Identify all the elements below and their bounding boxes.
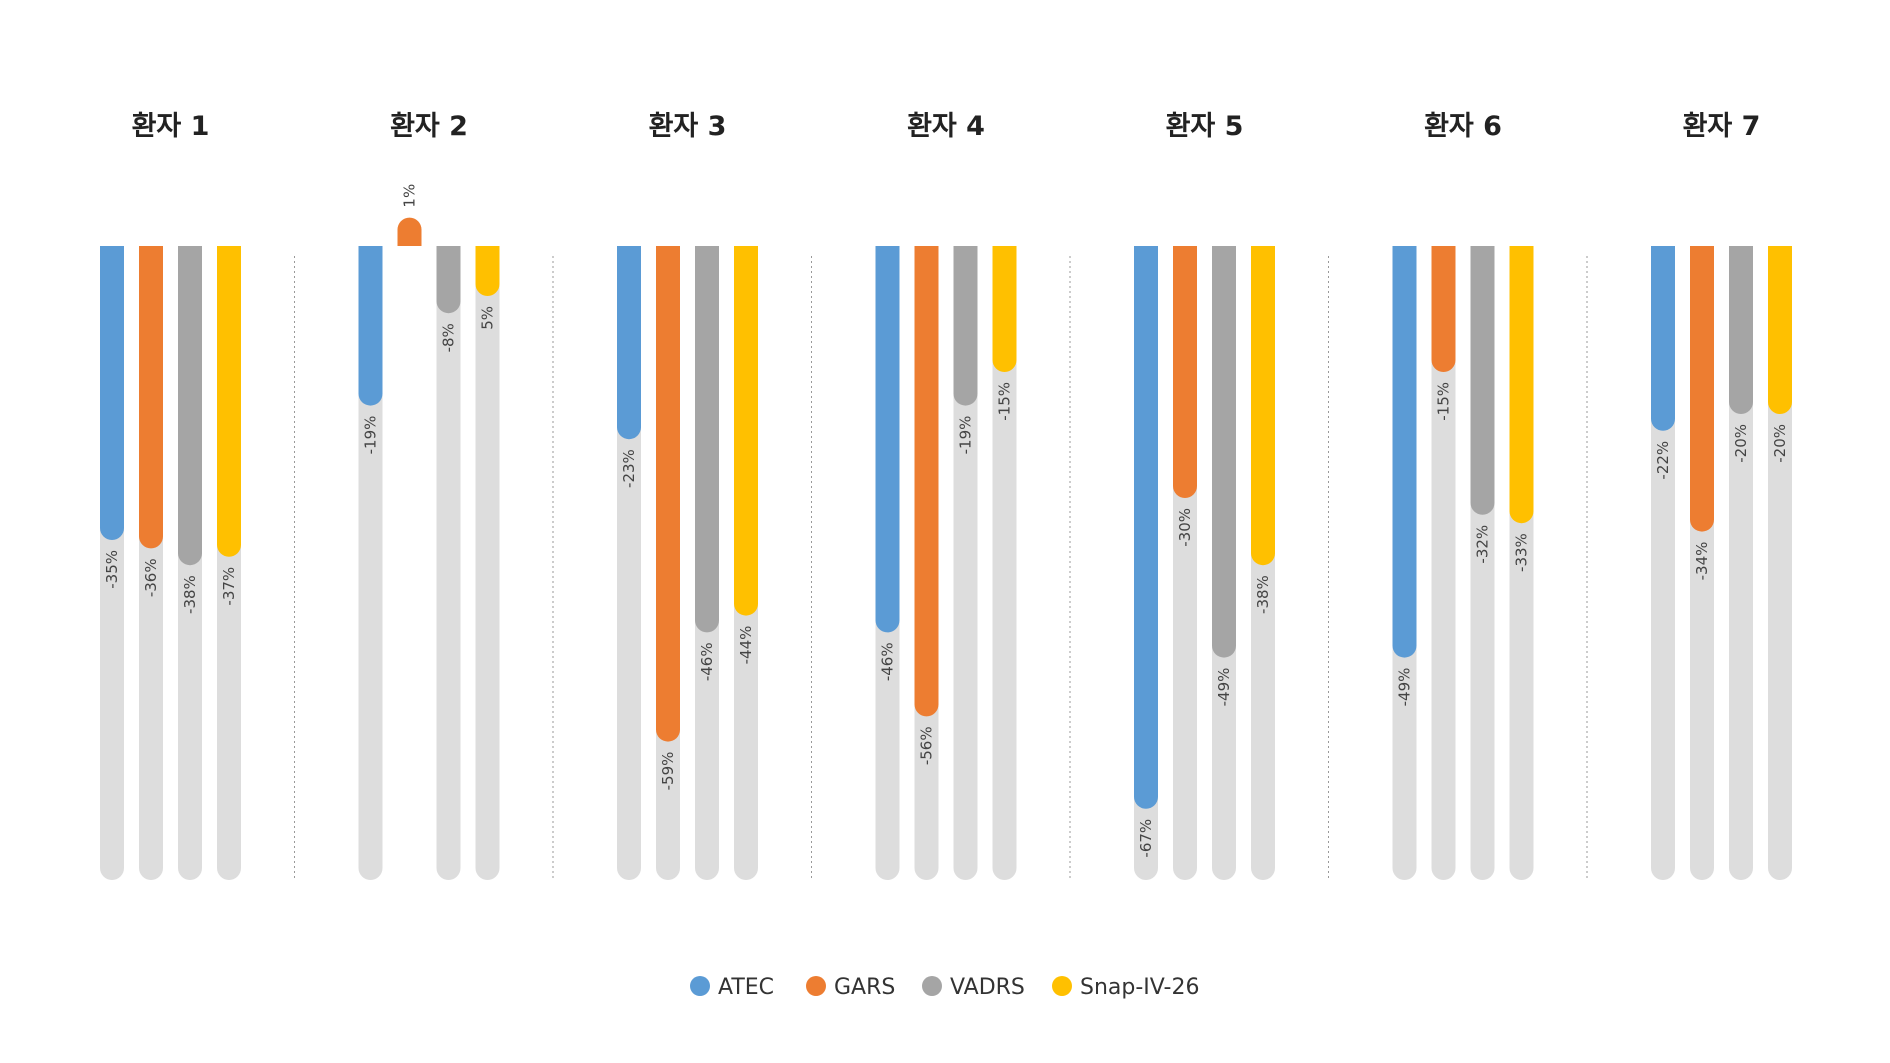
bar-track xyxy=(992,246,1017,880)
data-label: 1% xyxy=(401,184,419,208)
data-label: -49% xyxy=(1215,668,1233,707)
group-2: 환자 2 -19% 1% -8% 5% xyxy=(294,111,500,880)
group-4: 환자 4 -46% -56% -19% -15% xyxy=(811,111,1017,880)
data-label: -19% xyxy=(957,416,975,455)
bar-track xyxy=(436,246,461,880)
data-label: -46% xyxy=(698,642,716,681)
data-label: -35% xyxy=(103,550,121,589)
data-label: -19% xyxy=(362,416,380,455)
legend-label: GARS xyxy=(834,975,895,1000)
bar-vadrs xyxy=(178,246,202,566)
group-title: 환자 4 xyxy=(907,111,985,142)
group-1: 환자 1 -35% -36% -38% -37% xyxy=(100,111,241,880)
data-label: -67% xyxy=(1137,819,1155,858)
data-label: -56% xyxy=(918,726,936,765)
bar-vadrs xyxy=(953,246,978,406)
legend: ATEC GARS VADRS Snap-IV-26 xyxy=(690,975,1199,1000)
group-title: 환자 6 xyxy=(1424,111,1502,142)
bar-snap-iv-26 xyxy=(1251,246,1275,566)
bar-track xyxy=(953,246,978,880)
bar-snap-iv-26 xyxy=(992,246,1017,372)
bar-gars xyxy=(914,246,939,717)
bar-snap-iv-26 xyxy=(1768,246,1792,414)
bar-vadrs xyxy=(1729,246,1753,414)
bar-atec xyxy=(1651,246,1675,431)
bar-vadrs xyxy=(1212,246,1236,658)
data-label: -23% xyxy=(620,449,638,488)
data-label: -8% xyxy=(440,323,458,352)
group-title: 환자 3 xyxy=(649,111,727,142)
data-label: -49% xyxy=(1396,668,1414,707)
bar-gars xyxy=(139,246,163,549)
data-label: -22% xyxy=(1654,441,1672,480)
bar-atec xyxy=(358,246,383,406)
bar-gars xyxy=(397,217,422,246)
group-title: 환자 7 xyxy=(1683,111,1761,142)
group-title: 환자 2 xyxy=(390,111,468,142)
group-5: 환자 5 -67% -30% -49% -38% xyxy=(1069,111,1275,880)
data-label: -59% xyxy=(659,752,677,791)
bar-gars xyxy=(656,246,680,742)
bar-atec xyxy=(100,246,124,540)
legend-label: Snap-IV-26 xyxy=(1080,975,1199,1000)
data-label: -33% xyxy=(1513,533,1531,572)
bar-snap-iv-26 xyxy=(1509,246,1534,524)
data-label: -44% xyxy=(737,626,755,665)
data-label: -37% xyxy=(220,567,238,606)
bar-track xyxy=(358,246,383,880)
bar-atec xyxy=(1392,246,1417,658)
legend-label: ATEC xyxy=(718,975,774,1000)
legend-marker-vadrs xyxy=(922,976,942,996)
data-label: -32% xyxy=(1474,525,1492,564)
group-title: 환자 5 xyxy=(1166,111,1244,142)
bar-gars xyxy=(1690,246,1714,532)
data-label: -20% xyxy=(1771,424,1789,463)
bar-snap-iv-26 xyxy=(734,246,758,616)
data-label: -38% xyxy=(181,575,199,614)
data-label: -34% xyxy=(1693,542,1711,581)
data-label: 5% xyxy=(479,306,497,330)
data-label: -38% xyxy=(1254,575,1272,614)
legend-label: VADRS xyxy=(950,975,1025,1000)
bar-vadrs xyxy=(1470,246,1495,515)
bar-snap-iv-26 xyxy=(475,246,500,296)
legend-marker-atec xyxy=(690,976,710,996)
bar-atec xyxy=(1134,246,1158,809)
bar-atec xyxy=(875,246,900,633)
bar-atec xyxy=(617,246,641,440)
bar-gars xyxy=(1173,246,1197,498)
group-7: 환자 7 -22% -34% -20% -20% xyxy=(1586,111,1792,880)
bar-vadrs xyxy=(695,246,719,633)
data-label: -20% xyxy=(1732,424,1750,463)
data-label: -36% xyxy=(142,558,160,597)
bar-vadrs xyxy=(436,246,461,314)
data-label: -15% xyxy=(1435,382,1453,421)
data-label: -46% xyxy=(879,642,897,681)
bar-track xyxy=(475,246,500,880)
legend-marker-gars xyxy=(806,976,826,996)
bar-snap-iv-26 xyxy=(217,246,241,557)
group-title: 환자 1 xyxy=(132,111,210,142)
bar-gars xyxy=(1431,246,1456,372)
legend-marker-snap-iv-26 xyxy=(1052,976,1072,996)
bar-track xyxy=(1431,246,1456,880)
group-3: 환자 3 -23% -59% -46% -44% xyxy=(552,111,758,880)
data-label: -30% xyxy=(1176,508,1194,547)
data-label: -15% xyxy=(996,382,1014,421)
group-6: 환자 6 -49% -15% -32% -33% xyxy=(1328,111,1534,880)
